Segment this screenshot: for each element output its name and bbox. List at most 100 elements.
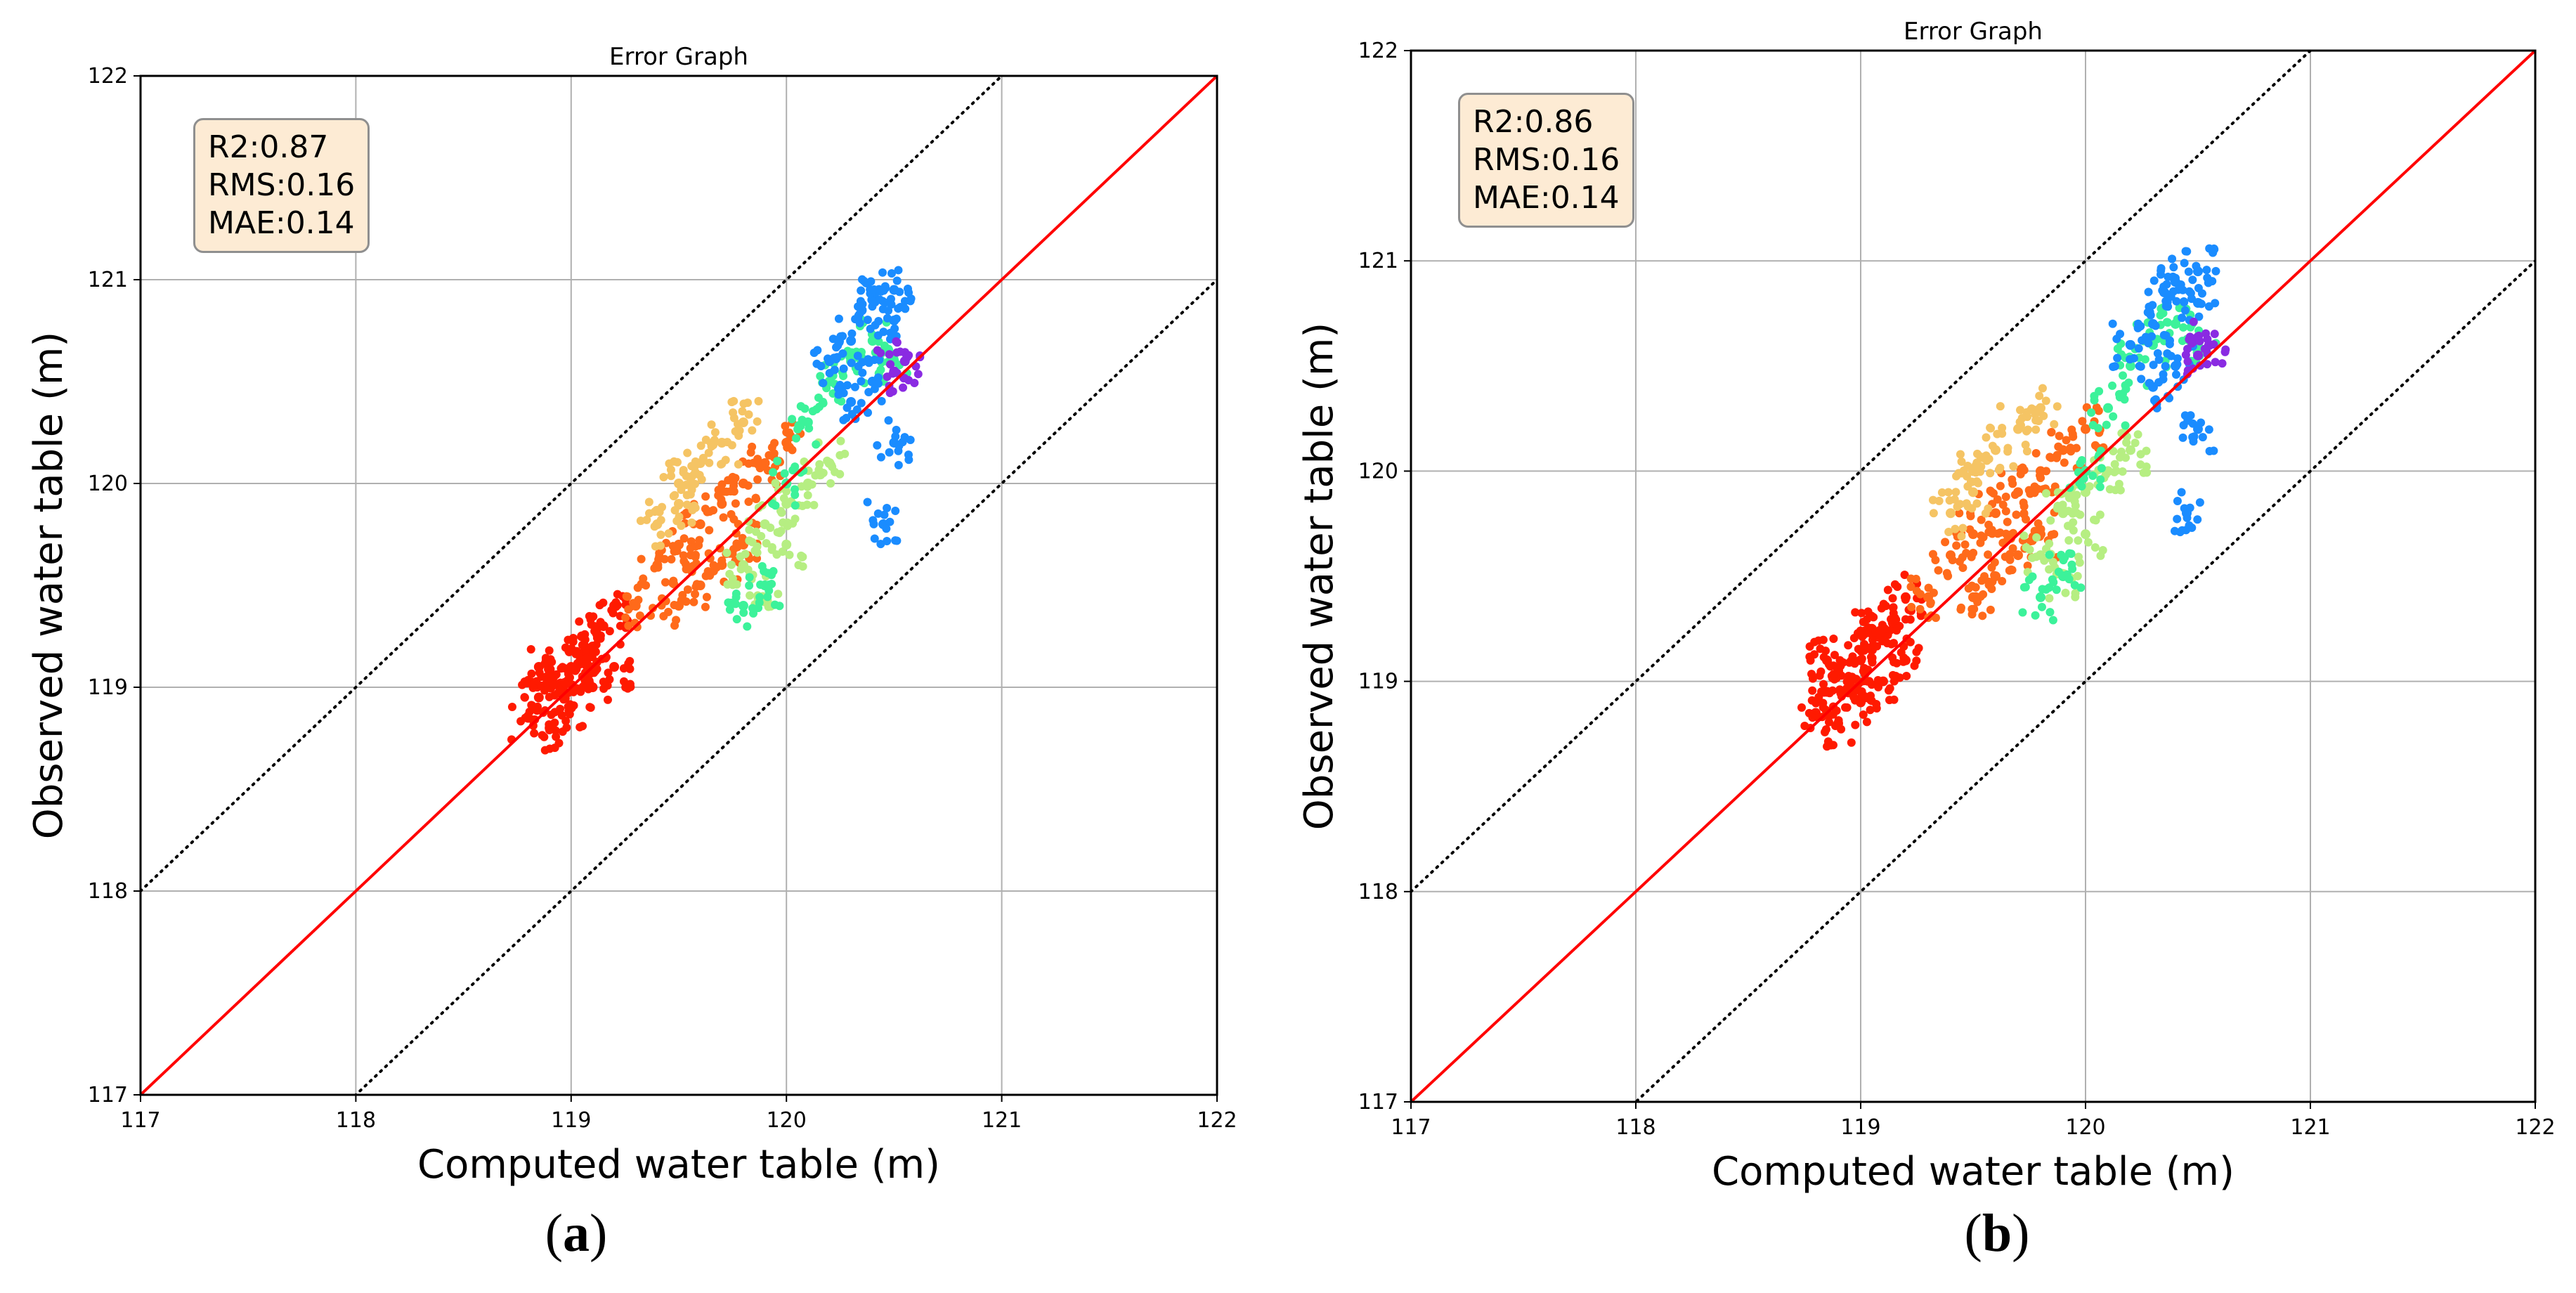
scatter-point — [1889, 639, 1899, 648]
scatter-point — [2133, 430, 2142, 439]
scatter-point — [1797, 703, 1807, 712]
y-tick-label: 118 — [1358, 880, 1398, 904]
scatter-point — [2185, 503, 2194, 512]
scatter-point — [691, 583, 701, 592]
scatter-point — [695, 535, 704, 545]
scatter-point — [714, 491, 723, 500]
scatter-point — [2038, 384, 2047, 393]
scatter-point — [802, 500, 812, 509]
scatter-point — [815, 460, 824, 469]
scatter-point — [839, 372, 848, 381]
scatter-point — [781, 539, 791, 548]
scatter-point — [546, 665, 555, 674]
scatter-point — [812, 405, 821, 414]
scatter-point — [857, 398, 866, 408]
scatter-point — [748, 538, 757, 547]
scatter-point — [1994, 465, 2003, 474]
lower-bound-line — [1634, 259, 2535, 1102]
plot-frame — [1410, 49, 2537, 1103]
scatter-point — [2041, 585, 2050, 594]
scatter-point — [623, 592, 632, 601]
scatter-point — [1971, 468, 1980, 477]
scatter-point — [753, 417, 762, 426]
scatter-point — [616, 621, 625, 630]
scatter-point — [1984, 528, 1993, 537]
scatter-point — [2221, 345, 2230, 354]
scatter-point — [604, 695, 613, 704]
scatter-point — [846, 336, 857, 346]
stats-box-a: R2:0.87 RMS:0.16 MAE:0.14 — [193, 118, 370, 253]
scatter-point — [2187, 294, 2197, 304]
scatter-point — [2074, 536, 2083, 545]
scatter-point — [1957, 457, 1966, 466]
scatter-point — [2211, 358, 2220, 367]
scatter-point — [1835, 656, 1845, 665]
scatter-point — [2032, 533, 2041, 542]
scatter-point — [587, 652, 597, 661]
scatter-point — [2021, 440, 2030, 449]
scatter-point — [2173, 514, 2182, 524]
y-tick-label: 120 — [1358, 459, 1398, 483]
x-tick-label: 117 — [120, 1108, 160, 1133]
x-tick-label: 119 — [1840, 1115, 1880, 1140]
scatter-point — [2183, 357, 2192, 366]
scatter-point — [642, 515, 651, 524]
scatter-point — [904, 455, 913, 464]
scatter-point — [894, 460, 903, 469]
y-tick-label: 117 — [88, 1083, 128, 1107]
scatter-point — [527, 669, 536, 678]
y-axis-label: Observed water table (m) — [1296, 323, 1342, 830]
scatter-point — [2157, 270, 2166, 279]
scatter-point — [707, 420, 716, 429]
scatter-point — [1958, 524, 1967, 533]
scatter-point — [545, 692, 554, 701]
y-tick-label: 120 — [88, 472, 128, 496]
scatter-point — [2081, 488, 2090, 497]
scatter-point — [1829, 634, 1838, 643]
scatter-point — [771, 479, 780, 488]
scatter-point — [1857, 654, 1866, 663]
scatter-point — [1991, 508, 2001, 519]
scatter-point — [2181, 350, 2190, 359]
scatter-point — [675, 512, 684, 521]
scatter-point — [727, 598, 736, 607]
scatter-point — [796, 422, 805, 431]
scatter-point — [2076, 459, 2085, 468]
scatter-point — [1964, 584, 1973, 593]
scatter-point — [2001, 492, 2010, 501]
scatter-point — [2109, 412, 2118, 421]
scatter-point — [624, 621, 633, 630]
scatter-point — [696, 441, 705, 450]
y-tick-label: 118 — [88, 879, 128, 904]
scatter-point — [2067, 550, 2076, 559]
scatter-point — [780, 469, 789, 478]
scatter-point — [1990, 571, 1999, 580]
scatter-point — [2010, 490, 2019, 499]
scatter-point — [2066, 443, 2075, 453]
scatter-point — [884, 416, 893, 425]
scatter-point — [2161, 301, 2171, 311]
scatter-point — [592, 665, 601, 674]
scatter-point — [2031, 425, 2041, 434]
scatter-point — [738, 407, 747, 416]
scatter-point — [824, 354, 833, 363]
scatter-point — [549, 672, 559, 681]
scatter-point — [2159, 308, 2168, 318]
scatter-point — [2041, 489, 2050, 498]
scatter-point — [587, 643, 597, 652]
scatter-point — [682, 500, 691, 509]
scatter-point — [891, 506, 900, 515]
scatter-point — [2031, 416, 2041, 425]
scatter-point — [1916, 611, 1925, 620]
scatter-point — [1878, 620, 1887, 630]
scatter-point — [819, 379, 828, 388]
scatter-point — [1946, 508, 1956, 519]
scatter-point — [1960, 540, 1970, 549]
scatter-point — [1866, 696, 1875, 705]
scatter-point — [624, 605, 633, 614]
y-tick-label: 121 — [88, 268, 128, 292]
scatter-point — [744, 410, 753, 419]
scatter-point — [2173, 285, 2183, 294]
scatter-point — [896, 347, 905, 356]
scatter-point — [592, 633, 601, 642]
